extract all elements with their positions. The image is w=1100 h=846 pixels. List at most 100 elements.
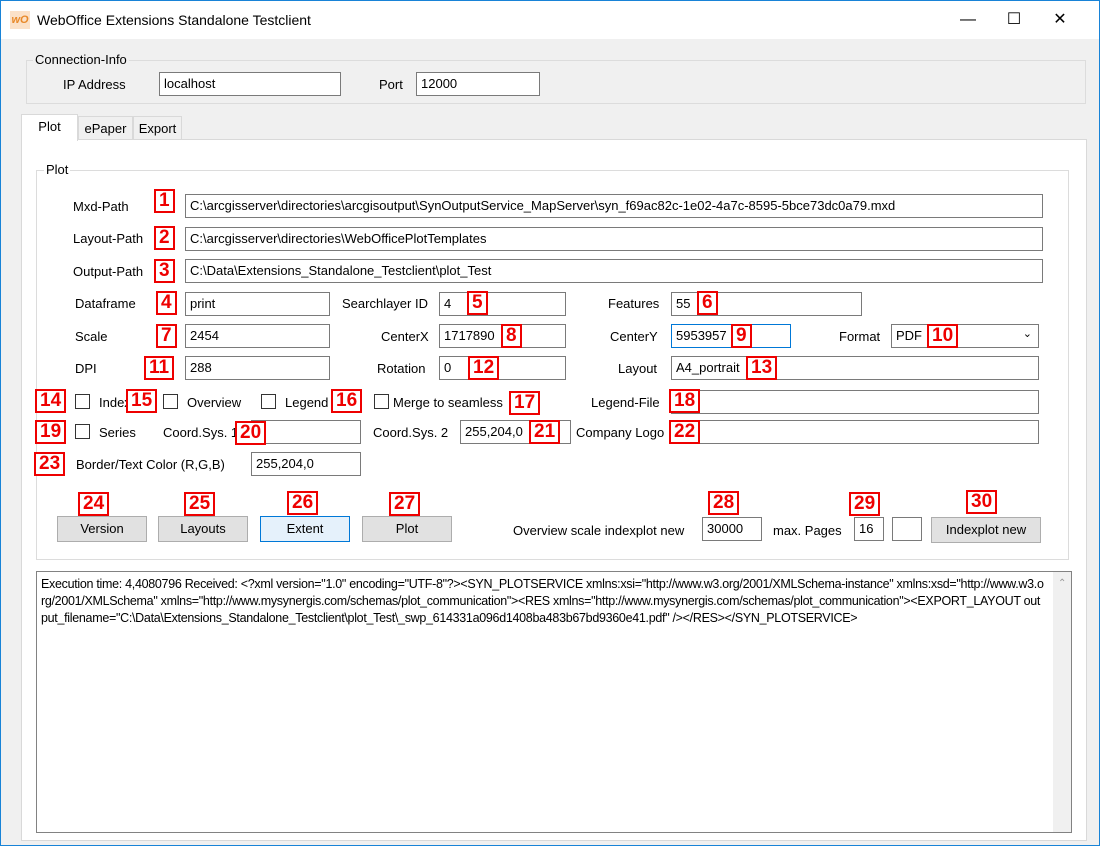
layout-path-label: Layout-Path xyxy=(73,231,144,246)
overview-scale-label: Overview scale indexplot new xyxy=(513,523,685,538)
extent-button[interactable]: Extent xyxy=(260,516,350,542)
output-path-label: Output-Path xyxy=(73,264,144,279)
callout-7: 7 xyxy=(156,324,177,348)
callout-21: 21 xyxy=(529,420,561,444)
callout-10: 10 xyxy=(927,324,959,348)
tab-plot[interactable]: Plot xyxy=(21,114,78,141)
callout-25: 25 xyxy=(184,492,216,516)
output-scrollbar[interactable]: ⌃ xyxy=(1053,572,1071,832)
plot-group-label: Plot xyxy=(44,162,71,177)
callout-15: 15 xyxy=(126,389,158,413)
connection-info-label: Connection-Info xyxy=(33,52,129,67)
callout-29: 29 xyxy=(849,492,881,516)
callout-5: 5 xyxy=(467,291,488,315)
output-textbox[interactable]: Execution time: 4,4080796 Received: <?xm… xyxy=(36,571,1072,833)
port-input[interactable]: 12000 xyxy=(416,72,540,96)
searchlayer-id-input[interactable]: 4 xyxy=(439,292,566,316)
legend-file-label: Legend-File xyxy=(591,395,660,410)
output-path-input[interactable]: C:\Data\Extensions_Standalone_Testclient… xyxy=(185,259,1043,283)
features-label: Features xyxy=(608,296,660,311)
series-checkbox[interactable] xyxy=(75,424,90,439)
centery-label: CenterY xyxy=(610,329,658,344)
index-label: Index xyxy=(99,395,131,410)
callout-17: 17 xyxy=(509,391,541,415)
callout-24: 24 xyxy=(78,492,110,516)
index-checkbox[interactable] xyxy=(75,394,90,409)
series-label: Series xyxy=(99,425,136,440)
legend-file-input[interactable] xyxy=(671,390,1039,414)
company-logo-label: Company Logo xyxy=(576,425,665,440)
coordsys1-input[interactable] xyxy=(251,420,361,444)
ip-address-input[interactable]: localhost xyxy=(159,72,341,96)
version-button[interactable]: Version xyxy=(57,516,147,542)
layout-path-input[interactable]: C:\arcgisserver\directories\WebOfficePlo… xyxy=(185,227,1043,251)
connection-info-group xyxy=(26,60,1086,104)
callout-26: 26 xyxy=(287,491,319,515)
rotation-input[interactable]: 0 xyxy=(439,356,566,380)
max-pages-label: max. Pages xyxy=(773,523,842,538)
merge-seamless-checkbox[interactable] xyxy=(374,394,389,409)
callout-18: 18 xyxy=(669,389,701,413)
overview-scale-input[interactable]: 30000 xyxy=(702,517,762,541)
callout-8: 8 xyxy=(501,324,522,348)
maximize-icon[interactable]: ☐ xyxy=(1006,11,1022,28)
app-logo-icon: wO xyxy=(10,11,30,29)
tab-epaper[interactable]: ePaper xyxy=(78,116,133,140)
close-icon[interactable]: ✕ xyxy=(1053,11,1067,28)
format-select[interactable]: PDF ⌄ xyxy=(891,324,1039,348)
centerx-label: CenterX xyxy=(381,329,429,344)
dpi-input[interactable]: 288 xyxy=(185,356,330,380)
company-logo-input[interactable] xyxy=(671,420,1039,444)
title-bar: wO WebOffice Extensions Standalone Testc… xyxy=(1,1,1099,39)
dpi-label: DPI xyxy=(75,361,97,376)
layout-label: Layout xyxy=(618,361,658,376)
overview-checkbox[interactable] xyxy=(163,394,178,409)
callout-23: 23 xyxy=(34,452,66,476)
callout-30: 30 xyxy=(966,490,998,514)
rotation-label: Rotation xyxy=(377,361,426,376)
dataframe-input[interactable]: print xyxy=(185,292,330,316)
callout-3: 3 xyxy=(154,259,175,283)
callout-28: 28 xyxy=(708,491,740,515)
border-color-label: Border/Text Color (R,G,B) xyxy=(76,457,225,472)
format-value: PDF xyxy=(896,328,922,343)
callout-27: 27 xyxy=(389,492,421,516)
callout-9: 9 xyxy=(731,324,752,348)
scale-label: Scale xyxy=(75,329,108,344)
coordsys1-label: Coord.Sys. 1 xyxy=(163,425,239,440)
scale-input[interactable]: 2454 xyxy=(185,324,330,348)
format-label: Format xyxy=(839,329,881,344)
callout-16: 16 xyxy=(331,389,363,413)
mxd-path-input[interactable]: C:\arcgisserver\directories\arcgisoutput… xyxy=(185,194,1043,218)
output-text: Execution time: 4,4080796 Received: <?xm… xyxy=(41,577,1044,625)
scroll-up-icon[interactable]: ⌃ xyxy=(1057,578,1067,589)
searchlayer-id-label: Searchlayer ID xyxy=(342,296,428,311)
dataframe-label: Dataframe xyxy=(75,296,136,311)
legend-checkbox[interactable] xyxy=(261,394,276,409)
plot-group xyxy=(36,170,1069,560)
ip-address-label: IP Address xyxy=(63,77,126,92)
callout-14: 14 xyxy=(35,389,67,413)
callout-13: 13 xyxy=(746,356,778,380)
callout-22: 22 xyxy=(669,420,701,444)
callout-2: 2 xyxy=(154,226,175,250)
chevron-down-icon: ⌄ xyxy=(1022,328,1032,340)
border-color-input[interactable]: 255,204,0 xyxy=(251,452,361,476)
layout-input[interactable]: A4_portrait xyxy=(671,356,1039,380)
mxd-path-label: Mxd-Path xyxy=(73,199,129,214)
callout-6: 6 xyxy=(697,291,718,315)
plot-button[interactable]: Plot xyxy=(362,516,452,542)
port-label: Port xyxy=(379,77,403,92)
tab-export[interactable]: Export xyxy=(133,116,182,140)
max-pages-input[interactable]: 16 xyxy=(854,517,884,541)
overview-label: Overview xyxy=(187,395,242,410)
window-title: WebOffice Extensions Standalone Testclie… xyxy=(37,12,311,28)
max-pages-extra-input[interactable] xyxy=(892,517,922,541)
layouts-button[interactable]: Layouts xyxy=(158,516,248,542)
legend-label: Legend xyxy=(285,395,329,410)
merge-seamless-label: Merge to seamless xyxy=(393,395,503,410)
callout-20: 20 xyxy=(235,421,267,445)
indexplot-new-button[interactable]: Indexplot new xyxy=(931,517,1041,543)
callout-12: 12 xyxy=(468,356,500,380)
minimize-icon[interactable]: — xyxy=(960,11,976,28)
